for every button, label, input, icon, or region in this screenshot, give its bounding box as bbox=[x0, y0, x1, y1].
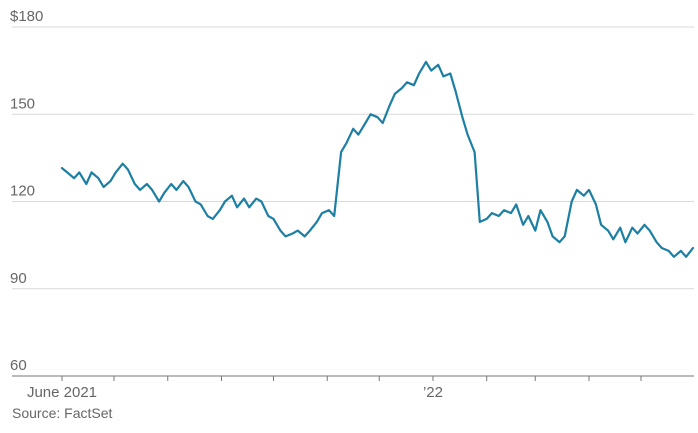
series-line-0 bbox=[60, 60, 695, 258]
x-tick-label: ’22 bbox=[423, 384, 443, 401]
y-axis-labels: 60 90 120 150 $180 bbox=[10, 8, 43, 374]
y-tick-label: 90 bbox=[10, 270, 27, 287]
x-axis: June 2021 ’22 bbox=[12, 375, 694, 401]
x-tick-label: June 2021 bbox=[27, 384, 97, 401]
series-layer bbox=[60, 60, 695, 258]
y-tick-label: 60 bbox=[10, 357, 27, 374]
y-tick-label: 120 bbox=[10, 183, 35, 200]
source-note: Source: FactSet bbox=[12, 405, 113, 421]
gridlines bbox=[12, 26, 694, 290]
y-tick-label: $180 bbox=[10, 8, 43, 25]
y-tick-label: 150 bbox=[10, 95, 35, 112]
